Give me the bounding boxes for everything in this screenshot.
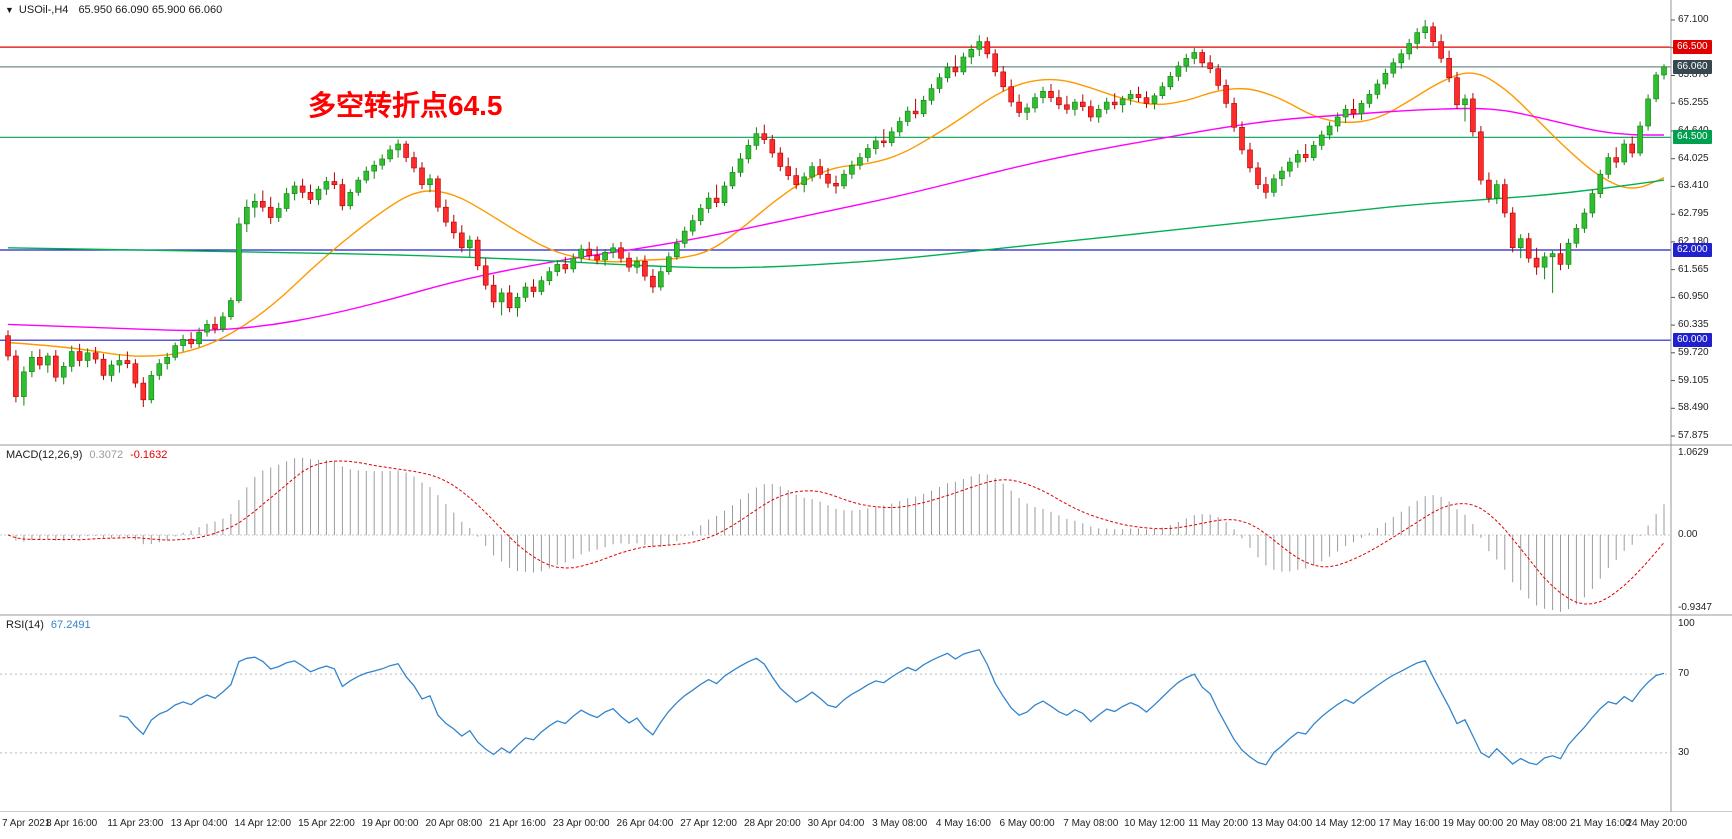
macd-main-value: 0.3072 (89, 449, 124, 461)
price-axis[interactable]: 67.10066.48565.87065.25564.64064.02563.4… (1672, 0, 1732, 839)
time-axis-label: 6 May 00:00 (999, 818, 1055, 829)
time-axis-label: 7 May 08:00 (1063, 818, 1119, 829)
time-axis-label: 7 Apr 2021 (2, 818, 51, 829)
price-tick-label: 60.950 (1678, 291, 1709, 303)
price-badge: 60.000 (1673, 333, 1712, 348)
time-axis-label: 19 May 00:00 (1442, 818, 1504, 829)
price-tick-label: 59.105 (1678, 374, 1709, 386)
time-axis-label: 14 Apr 12:00 (234, 818, 292, 829)
rsi-header: RSI(14) 67.2491 (6, 619, 91, 631)
rsi-label: RSI(14) (6, 619, 44, 631)
price-tick-label: 57.875 (1678, 430, 1709, 442)
time-axis-label: 11 May 20:00 (1188, 818, 1249, 829)
price-tick-label: 65.255 (1678, 97, 1709, 109)
time-axis-label: 30 Apr 04:00 (807, 818, 865, 829)
macd-axis-label: -0.9347 (1678, 602, 1712, 613)
time-axis-label: 3 May 08:00 (872, 818, 928, 829)
time-axis-label: 14 May 12:00 (1315, 818, 1376, 829)
time-axis-label: 13 Apr 04:00 (170, 818, 228, 829)
price-tick-label: 59.720 (1678, 346, 1709, 358)
macd-label: MACD(12,26,9) (6, 449, 83, 461)
chart-annotation: 多空转折点64.5 (308, 90, 503, 121)
time-axis-label: 21 Apr 16:00 (489, 818, 546, 829)
time-axis-label: 11 Apr 23:00 (107, 818, 164, 829)
time-axis-label: 24 May 20:00 (1626, 818, 1688, 829)
time-axis-label: 19 Apr 00:00 (361, 818, 419, 829)
macd-axis-label: 0.00 (1678, 529, 1698, 540)
price-tick-label: 65.870 (1678, 69, 1709, 81)
price-tick-label: 61.565 (1678, 263, 1709, 275)
time-axis-label: 26 Apr 04:00 (616, 818, 674, 829)
chart-menu-icon[interactable]: ▼ (5, 5, 14, 15)
price-tick-label: 62.180 (1678, 235, 1709, 247)
price-tick-label: 62.795 (1678, 208, 1709, 220)
macd-signal-value: -0.1632 (130, 449, 168, 461)
price-tick-label: 67.100 (1678, 14, 1709, 25)
time-axis-label: 15 Apr 22:00 (298, 818, 355, 829)
time-axis-label: 10 May 12:00 (1124, 818, 1185, 829)
rsi-axis-label: 100 (1678, 618, 1695, 629)
price-badge: 62.000 (1673, 243, 1712, 257)
time-axis-label: 4 May 16:00 (935, 818, 991, 829)
time-axis-label: 27 Apr 12:00 (680, 818, 737, 829)
price-badge: 66.500 (1673, 40, 1712, 55)
rsi-value: 67.2491 (50, 619, 91, 631)
price-tick-label: 58.490 (1678, 402, 1709, 414)
price-tick-label: 60.335 (1678, 319, 1709, 331)
symbol-title: USOil-,H4 (18, 4, 69, 16)
rsi-axis-label: 30 (1678, 746, 1690, 758)
time-axis-label: 21 May 16:00 (1570, 818, 1631, 829)
time-axis-label: 13 May 04:00 (1251, 818, 1313, 829)
time-axis-label: 23 Apr 00:00 (552, 818, 610, 829)
price-tick-label: 64.025 (1678, 152, 1709, 164)
time-axis-label: 8 Apr 16:00 (46, 818, 98, 829)
rsi-axis-label: 70 (1678, 668, 1690, 680)
time-axis-label: 28 Apr 20:00 (743, 818, 801, 829)
macd-header: MACD(12,26,9) 0.3072 -0.1632 (6, 449, 167, 461)
price-badge: 66.060 (1673, 59, 1712, 74)
price-badge: 64.500 (1673, 130, 1712, 145)
symbol-header: ▼ USOil-,H4 65.950 66.090 65.900 66.060 (5, 4, 222, 16)
price-tick-label: 63.410 (1678, 180, 1709, 192)
macd-axis-label: 1.0629 (1678, 447, 1709, 458)
ohlc-quote: 65.950 66.090 65.900 66.060 (78, 4, 223, 16)
time-axis[interactable]: 7 Apr 2021 8 Apr 16:00 11 Apr 23:00 13 Apr … (0, 812, 1732, 839)
time-axis-label: 20 Apr 08:00 (425, 818, 483, 829)
time-axis-label: 17 May 16:00 (1378, 818, 1440, 829)
time-axis-label: 20 May 08:00 (1506, 818, 1567, 829)
